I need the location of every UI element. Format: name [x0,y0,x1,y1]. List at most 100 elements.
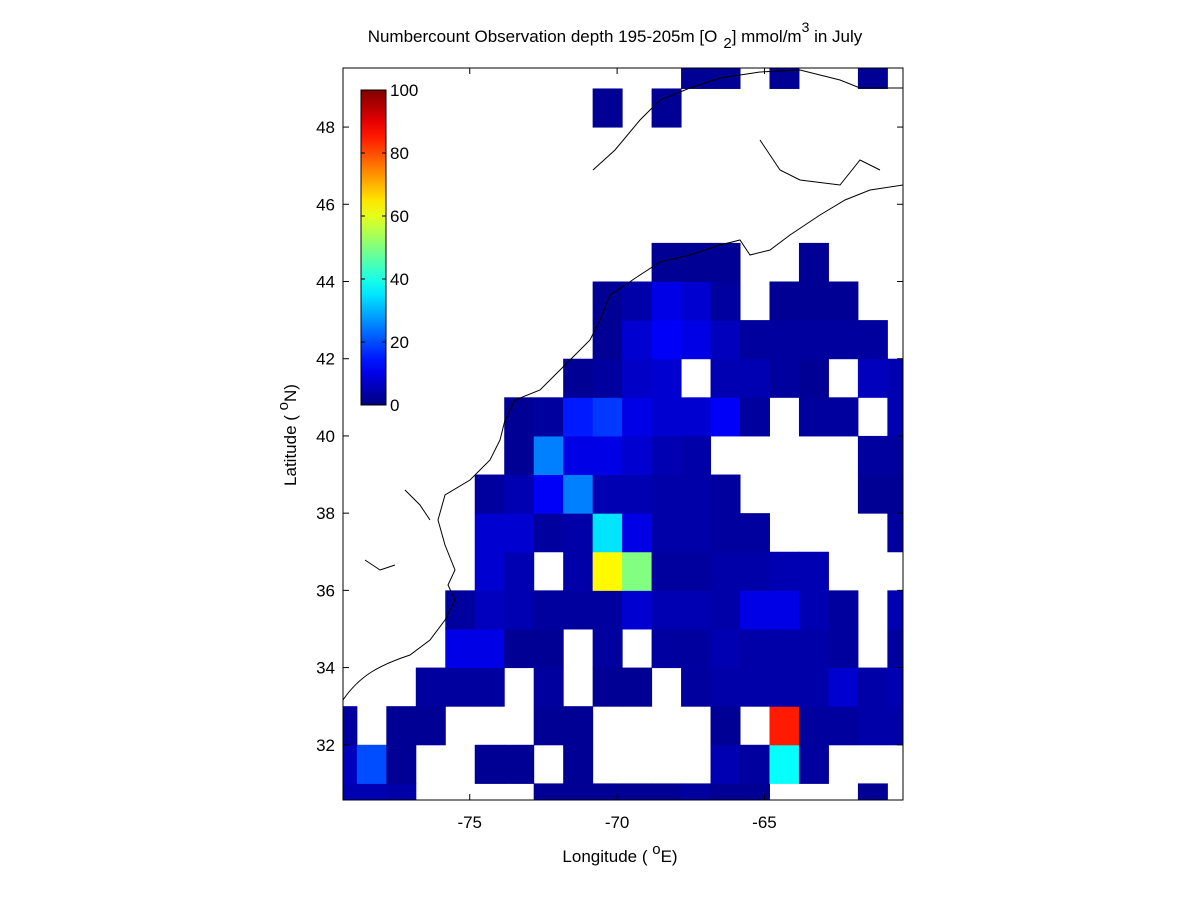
y-tick-label: 44 [316,273,335,292]
heatmap-cell [592,667,623,707]
heatmap-cell [710,783,741,800]
heatmap-cell [740,358,770,398]
heatmap-cell [592,513,623,553]
heatmap-cell [445,628,476,669]
heatmap-cell [622,667,653,707]
heatmap-cell [887,706,903,746]
heatmap-cell [740,783,770,800]
heatmap-cell [710,551,741,591]
heatmap-cell [887,513,903,553]
colorbar-tick-label: 40 [390,270,409,289]
heatmap-cell [710,397,741,437]
heatmap-cell [474,590,505,630]
heatmap-cell [343,783,358,800]
heatmap-cell [798,397,829,437]
y-axis-label: Latitude ( oN) [275,384,300,486]
heatmap-cell [710,744,741,784]
heatmap-cell [857,783,888,800]
heatmap-cell [798,744,829,784]
heatmap-cell [386,744,417,784]
heatmap-cell [563,358,594,398]
title-superscript: 3 [802,19,810,35]
heatmap-cell [681,551,712,591]
x-tick-label: -70 [605,813,630,832]
heatmap-cell [651,628,682,669]
label-part: N) [281,384,300,402]
heatmap-cell [798,551,829,591]
heatmap-cell [828,667,859,707]
y-tick-label: 36 [316,581,335,600]
heatmap-cell [651,590,682,630]
heatmap-cell [710,358,741,398]
heatmap-cell [887,435,903,476]
heatmap-cell [710,474,741,514]
heatmap-cell [740,667,770,707]
heatmap-cell [474,744,505,784]
heatmap-cell [740,744,770,784]
heatmap-cell [504,590,535,630]
heatmap-cell [592,320,623,360]
heatmap-cell [445,667,476,707]
heatmap-cell [415,706,446,746]
heatmap-cell [740,397,770,437]
heatmap-cell [622,358,653,398]
heatmap-cell [769,320,800,360]
colorbar-tick-label: 0 [390,396,399,415]
heatmap-cell [740,590,770,630]
heatmap-cell [857,358,888,398]
heatmap-cell [710,68,741,89]
heatmap-cell [887,628,903,669]
heatmap-cell [710,513,741,553]
heatmap-cell [504,397,535,437]
heatmap-cell [710,320,741,360]
heatmap-cell [533,590,564,630]
heatmap-cell [651,320,682,360]
chart-title: Numbercount Observation depth 195-205m [… [368,19,863,52]
heatmap-cell [651,358,682,398]
heatmap-cell [651,397,682,437]
heatmap-cell [887,358,903,398]
heatmap-cell [563,706,594,746]
heatmap-cell [533,628,564,669]
heatmap-cell [651,551,682,591]
label-part: Longitude ( [562,847,652,866]
plot-frame [342,67,904,801]
heatmap-cell [769,706,800,746]
label-superscript: o [275,402,292,410]
heatmap-cell [710,242,741,282]
heatmap-cell [504,513,535,553]
heatmap-cell [828,397,859,437]
heatmap-cell [828,320,859,360]
heatmap-cell [592,435,623,476]
heatmap-cell [651,474,682,514]
heatmap-cell [386,783,417,800]
heatmap-cell [622,590,653,630]
heatmap-cell [356,783,387,800]
heatmap-cell [622,320,653,360]
heatmap-cell [504,744,535,784]
label-part: Latitude ( [281,410,300,486]
heatmap-cell [592,551,623,591]
y-tick-label: 46 [316,195,335,214]
heatmap-cell [681,628,712,669]
heatmap-cell [533,474,564,514]
y-tick-label: 34 [316,659,335,678]
heatmap-cell [798,706,829,746]
label-superscript: o [652,841,660,858]
heatmap-cell [356,744,387,784]
heatmap-cell [592,397,623,437]
heatmap-cell [769,744,800,784]
heatmap-cell [798,667,829,707]
heatmap-cell [769,590,800,630]
heatmap-cell [828,706,859,746]
heatmap-cell [504,435,535,476]
heatmap-cell [474,474,505,514]
heatmap-cell [622,474,653,514]
heatmap-cell [681,397,712,437]
heatmap-cell [651,88,682,128]
heatmap-cell [651,242,682,282]
colorbar-tick-label: 20 [390,333,409,352]
heatmap-cell [769,281,800,321]
heatmap-cell [740,320,770,360]
